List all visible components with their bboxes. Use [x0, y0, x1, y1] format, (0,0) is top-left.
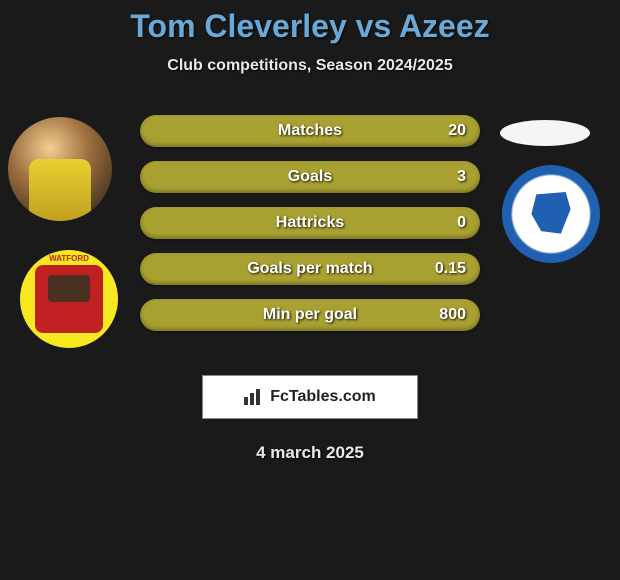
- club-right-badge: [502, 165, 600, 263]
- page-title: Tom Cleverley vs Azeez: [0, 8, 620, 45]
- stat-row-goals-per-match: Goals per match 0.15: [140, 253, 480, 285]
- player-left-avatar: [8, 117, 112, 221]
- stat-label: Goals: [288, 168, 332, 186]
- club-left-label: WATFORD: [49, 254, 89, 263]
- stat-value: 800: [439, 306, 466, 324]
- stat-bars: Matches 20 Goals 3 Hattricks 0 Goals per…: [140, 115, 480, 345]
- stat-value: 0: [457, 214, 466, 232]
- stat-label: Matches: [278, 122, 342, 140]
- club-right-lion-icon: [527, 190, 576, 239]
- main-area: WATFORD Matches 20 Goals 3 Hattricks 0 G…: [0, 105, 620, 365]
- stat-label: Min per goal: [263, 306, 357, 324]
- stat-label: Goals per match: [247, 260, 372, 278]
- club-left-inner-icon: [35, 265, 104, 334]
- subtitle: Club competitions, Season 2024/2025: [0, 57, 620, 75]
- stat-value: 3: [457, 168, 466, 186]
- stat-row-min-per-goal: Min per goal 800: [140, 299, 480, 331]
- source-logo-text: FcTables.com: [270, 388, 376, 406]
- source-logo-box: FcTables.com: [202, 375, 418, 419]
- club-left-badge: WATFORD: [20, 250, 118, 348]
- stat-value: 0.15: [435, 260, 466, 278]
- player-right-avatar: [500, 120, 590, 146]
- stat-row-goals: Goals 3: [140, 161, 480, 193]
- date-text: 4 march 2025: [0, 443, 620, 463]
- infographic-container: Tom Cleverley vs Azeez Club competitions…: [0, 0, 620, 463]
- stat-label: Hattricks: [276, 214, 344, 232]
- bar-chart-icon: [244, 389, 264, 405]
- stat-value: 20: [448, 122, 466, 140]
- stat-row-hattricks: Hattricks 0: [140, 207, 480, 239]
- stat-row-matches: Matches 20: [140, 115, 480, 147]
